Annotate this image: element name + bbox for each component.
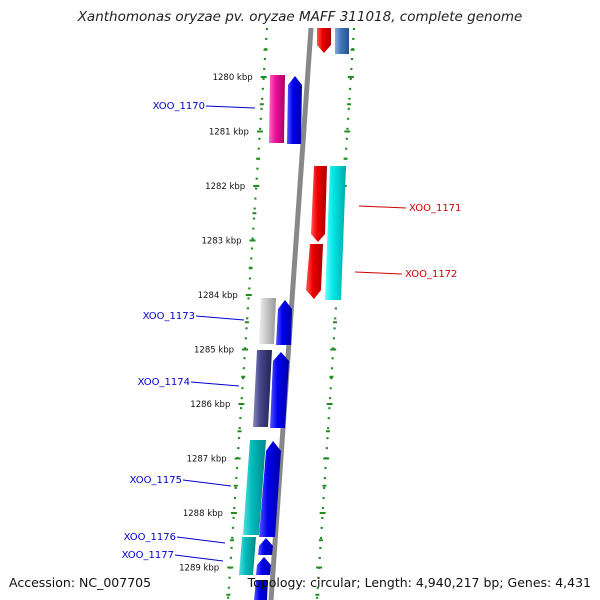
topology-text: Topology: circular; Length: 4,940,217 bp… bbox=[247, 575, 591, 590]
gene-xoo-1176 bbox=[258, 538, 273, 555]
gene-teal-1 bbox=[243, 440, 266, 535]
label-xoo-1171[interactable]: XOO_1171 bbox=[409, 203, 461, 214]
label-xoo-1174[interactable]: XOO_1174 bbox=[138, 377, 190, 388]
gene-steel-top bbox=[335, 28, 349, 54]
gene-xoo-1175 bbox=[259, 441, 281, 537]
scale-tick-label: 1282 kbp bbox=[205, 182, 245, 192]
gene-xoo-1172 bbox=[306, 244, 323, 299]
scale-tick-labels: 1280 kbp 1281 kbp 1282 kbp 1283 kbp 1284 kbp… bbox=[179, 73, 253, 574]
leader-xoo-1170 bbox=[205, 105, 256, 109]
gene-cyan-right bbox=[325, 166, 346, 300]
gene-purple bbox=[253, 350, 272, 427]
map-title: Xanthomonas oryzae pv. oryzae MAFF 31101… bbox=[77, 9, 523, 25]
label-xoo-1170[interactable]: XOO_1170 bbox=[153, 101, 205, 112]
scale-tick-label: 1289 kbp bbox=[179, 564, 219, 574]
gene-pink bbox=[269, 75, 285, 143]
scale-tick-label: 1285 kbp bbox=[194, 346, 234, 356]
gene-blue-bottom bbox=[254, 580, 268, 600]
scale-tick-label: 1288 kbp bbox=[183, 509, 223, 519]
leader-xoo-1171 bbox=[358, 205, 407, 209]
leader-xoo-1177 bbox=[174, 554, 224, 562]
gene-xoo-1177 bbox=[256, 557, 271, 575]
label-xoo-1177[interactable]: XOO_1177 bbox=[122, 550, 174, 561]
scale-tick-label: 1281 kbp bbox=[209, 128, 249, 138]
label-xoo-1173[interactable]: XOO_1173 bbox=[143, 311, 195, 322]
right-dotted-track bbox=[315, 27, 356, 600]
gene-gray bbox=[259, 298, 276, 344]
accession-text: Accession: NC_007705 bbox=[9, 575, 152, 590]
leader-xoo-1175 bbox=[182, 479, 232, 487]
gene-red-top bbox=[317, 28, 331, 53]
gene-xoo-1174 bbox=[270, 352, 289, 428]
leader-xoo-1174 bbox=[190, 381, 240, 387]
gene-xoo-1171 bbox=[311, 166, 327, 242]
label-xoo-1175[interactable]: XOO_1175 bbox=[130, 475, 182, 486]
scale-tick-label: 1284 kbp bbox=[198, 291, 238, 301]
label-xoo-1176[interactable]: XOO_1176 bbox=[124, 532, 176, 543]
leader-xoo-1176 bbox=[176, 536, 226, 544]
leader-xoo-1172 bbox=[354, 271, 403, 275]
label-xoo-1172[interactable]: XOO_1172 bbox=[405, 269, 457, 280]
gene-teal-2 bbox=[239, 537, 256, 575]
scale-tick-label: 1280 kbp bbox=[213, 73, 253, 83]
scale-tick-label: 1286 kbp bbox=[190, 400, 230, 410]
gene-xoo-1173 bbox=[276, 300, 292, 345]
scale-tick-label: 1283 kbp bbox=[201, 237, 241, 247]
scale-tick-label: 1287 kbp bbox=[187, 455, 227, 465]
leader-xoo-1173 bbox=[195, 315, 245, 321]
gene-xoo-1170 bbox=[287, 76, 302, 144]
